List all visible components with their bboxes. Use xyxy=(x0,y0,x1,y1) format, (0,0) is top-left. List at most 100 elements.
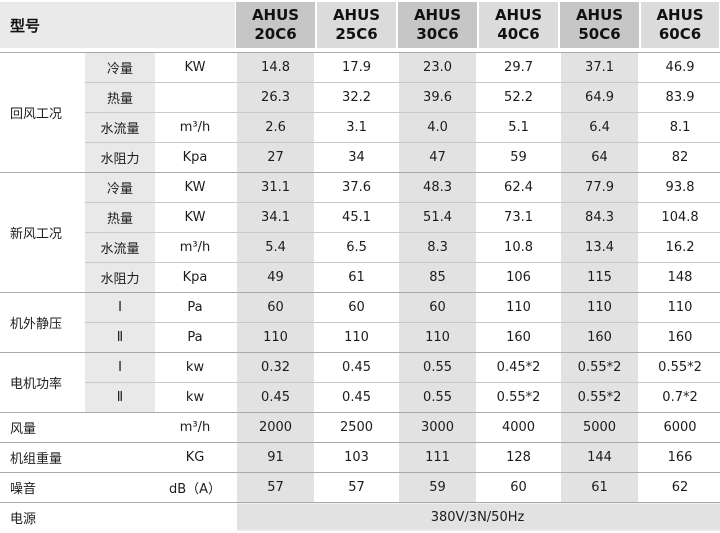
model-brand: AHUS xyxy=(332,6,381,25)
value-cell: 16.2 xyxy=(640,232,720,263)
value-cell: 60 xyxy=(316,292,398,323)
unit-cell: Pa xyxy=(155,322,236,353)
param-label-cell: 水流量 xyxy=(85,232,155,263)
table-row: 机外静压 Ⅰ Pa 60 60 60 110 110 110 xyxy=(0,292,720,353)
value-cell: 3000 xyxy=(397,412,479,443)
param-label-cell: Ⅱ xyxy=(85,382,155,413)
value-cell: 2.6 xyxy=(235,112,317,143)
unit-cell: KG xyxy=(155,442,236,473)
value-cell: 62.4 xyxy=(478,172,560,203)
value-cell: 23.0 xyxy=(397,52,479,83)
table-row: 机组重量 KG 91 103 111 128 144 166 xyxy=(0,442,720,473)
value-cell: 60 xyxy=(478,472,560,503)
unit-cell: m³/h xyxy=(155,412,236,443)
value-cell: 160 xyxy=(559,322,641,353)
unit-cell: KW xyxy=(155,172,236,203)
param-label-cell: 水阻力 xyxy=(85,262,155,293)
value-cell: 3.1 xyxy=(316,112,398,143)
group-label-cell: 回风工况 xyxy=(0,52,85,173)
value-cell: 110 xyxy=(559,292,641,323)
value-cell: 49 xyxy=(235,262,317,293)
value-cell: 37.1 xyxy=(559,52,641,83)
table-row: 水阻力 Kpa 27 34 47 59 64 82 xyxy=(0,142,720,173)
table-row: 热量 26.3 32.2 39.6 52.2 64.9 83.9 xyxy=(0,82,720,113)
value-cell: 0.55*2 xyxy=(478,382,560,413)
group-label-cell: 机外静压 xyxy=(0,292,85,353)
value-cell: 2000 xyxy=(235,412,317,443)
value-cell: 26.3 xyxy=(235,82,317,113)
group-label-cell: 新风工况 xyxy=(0,172,85,293)
unit-cell: kw xyxy=(155,382,236,413)
value-cell: 128 xyxy=(478,442,560,473)
table-row: 风量 m³/h 2000 2500 3000 4000 5000 6000 xyxy=(0,412,720,443)
value-cell: 160 xyxy=(478,322,560,353)
value-cell: 51.4 xyxy=(397,202,479,233)
row-label-cell: 风量 xyxy=(0,412,155,443)
param-label-cell: 热量 xyxy=(85,202,155,233)
power-value-cell: 380V/3N/50Hz xyxy=(235,502,720,533)
value-cell: 166 xyxy=(640,442,720,473)
param-label-cell: Ⅰ xyxy=(85,292,155,323)
power-row: 电源 380V/3N/50Hz xyxy=(0,502,720,533)
model-code: 20C6 xyxy=(254,25,297,43)
table-row: Ⅱ Pa 110 110 110 160 160 160 xyxy=(0,322,720,353)
model-code: 60C6 xyxy=(658,25,702,43)
model-brand: AHUS xyxy=(656,6,704,25)
value-cell: 0.45 xyxy=(235,382,317,413)
unit-cell: dB（A） xyxy=(155,472,236,503)
unit-cell: KW xyxy=(155,202,236,233)
value-cell: 104.8 xyxy=(640,202,720,233)
model-code: 50C6 xyxy=(578,25,621,43)
value-cell: 61 xyxy=(316,262,398,293)
param-label-cell: 水阻力 xyxy=(85,142,155,173)
table-row: 水流量 m³/h 5.4 6.5 8.3 10.8 13.4 16.2 xyxy=(0,232,720,263)
unit-cell xyxy=(155,82,236,113)
value-cell: 57 xyxy=(316,472,398,503)
model-header-cell: AHUS 20C6 xyxy=(235,0,317,53)
param-label-cell: 水流量 xyxy=(85,112,155,143)
value-cell: 59 xyxy=(478,142,560,173)
value-cell: 64.9 xyxy=(559,82,641,113)
value-cell: 60 xyxy=(235,292,317,323)
value-cell: 8.3 xyxy=(397,232,479,263)
value-cell: 0.7*2 xyxy=(640,382,720,413)
unit-cell: m³/h xyxy=(155,112,236,143)
value-cell: 14.8 xyxy=(235,52,317,83)
value-cell: 10.8 xyxy=(478,232,560,263)
value-cell: 160 xyxy=(640,322,720,353)
value-cell: 45.1 xyxy=(316,202,398,233)
value-cell: 61 xyxy=(559,472,641,503)
model-column-header: 型号 xyxy=(0,0,236,53)
value-cell: 29.7 xyxy=(478,52,560,83)
table-row: 水阻力 Kpa 49 61 85 106 115 148 xyxy=(0,262,720,293)
value-cell: 17.9 xyxy=(316,52,398,83)
param-label-cell: Ⅰ xyxy=(85,352,155,383)
value-cell: 48.3 xyxy=(397,172,479,203)
value-cell: 0.55 xyxy=(397,382,479,413)
value-cell: 34.1 xyxy=(235,202,317,233)
model-header-cell: AHUS 30C6 xyxy=(397,0,479,53)
value-cell: 110 xyxy=(235,322,317,353)
value-cell: 110 xyxy=(316,322,398,353)
group-label-cell: 电机功率 xyxy=(0,352,85,413)
value-cell: 103 xyxy=(316,442,398,473)
value-cell: 77.9 xyxy=(559,172,641,203)
unit-cell: Pa xyxy=(155,292,236,323)
value-cell: 0.55 xyxy=(397,352,479,383)
value-cell: 0.55*2 xyxy=(559,352,641,383)
unit-cell: kw xyxy=(155,352,236,383)
value-cell: 82 xyxy=(640,142,720,173)
value-cell: 111 xyxy=(397,442,479,473)
value-cell: 5.4 xyxy=(235,232,317,263)
value-cell: 60 xyxy=(397,292,479,323)
unit-cell: Kpa xyxy=(155,142,236,173)
param-label-cell: 冷量 xyxy=(85,52,155,83)
model-brand: AHUS xyxy=(251,6,300,25)
value-cell: 32.2 xyxy=(316,82,398,113)
value-cell: 2500 xyxy=(316,412,398,443)
model-header-cell: AHUS 60C6 xyxy=(640,0,720,53)
value-cell: 0.55*2 xyxy=(559,382,641,413)
model-header-cell: AHUS 40C6 xyxy=(478,0,560,53)
